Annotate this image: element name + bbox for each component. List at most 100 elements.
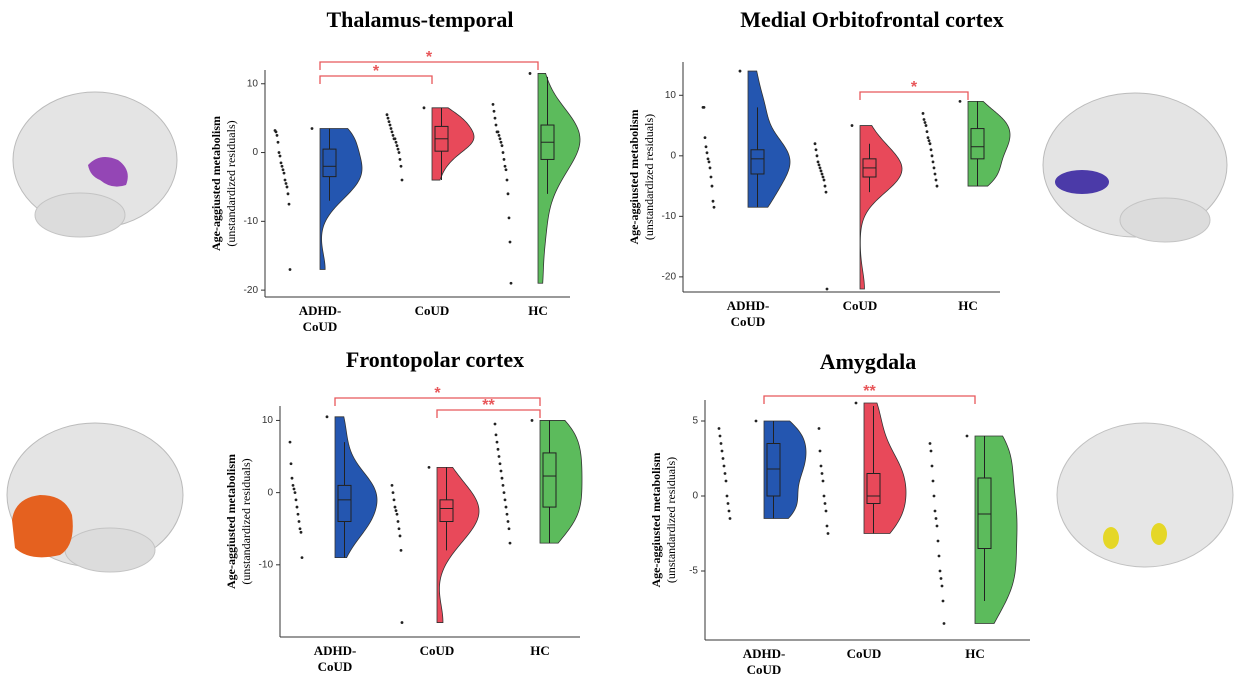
data-point <box>704 145 708 149</box>
data-point <box>818 166 822 170</box>
brain-cerebellum <box>1119 197 1211 243</box>
brain-cerebellum <box>64 527 156 573</box>
significance-bracket <box>319 61 539 70</box>
data-point <box>496 130 500 134</box>
data-point <box>719 442 723 445</box>
data-point <box>933 172 937 176</box>
y-axis-sublabel: (unstandardized residuals) <box>224 120 238 246</box>
data-point <box>385 113 389 117</box>
data-point <box>285 185 289 189</box>
y-tick-label: 0 <box>252 147 258 158</box>
data-point <box>936 539 940 543</box>
data-point <box>823 184 827 188</box>
data-point <box>393 505 397 509</box>
significance-bracket <box>319 75 433 84</box>
data-point <box>724 479 728 483</box>
data-point <box>388 123 392 127</box>
x-tick-label-line: CoUD <box>318 659 353 674</box>
data-point <box>932 494 936 498</box>
data-point <box>497 133 501 137</box>
data-point <box>496 447 500 451</box>
data-point <box>396 147 400 151</box>
data-point <box>495 440 499 444</box>
data-point <box>422 106 426 110</box>
data-point <box>277 151 281 154</box>
data-point <box>720 449 724 453</box>
data-point <box>921 112 925 115</box>
data-point <box>505 178 509 182</box>
data-point <box>325 415 329 419</box>
data-point <box>279 161 283 165</box>
brain-cerebellum <box>34 192 126 238</box>
region-amygdala-left <box>1103 527 1119 549</box>
data-point <box>295 505 299 509</box>
data-point <box>813 142 817 146</box>
x-tick-label-line: CoUD <box>303 319 338 334</box>
data-point <box>497 455 501 458</box>
data-point <box>712 205 716 209</box>
data-point <box>707 160 711 164</box>
data-point <box>818 449 822 453</box>
data-point <box>508 541 512 545</box>
data-point <box>819 169 823 173</box>
data-point <box>296 512 300 516</box>
data-point <box>399 164 403 168</box>
data-point <box>499 140 503 144</box>
data-point <box>504 505 508 509</box>
data-point <box>708 166 712 170</box>
x-tick-label: CoUD <box>843 298 878 313</box>
data-point <box>528 72 532 75</box>
violin <box>974 435 1018 624</box>
data-point <box>927 139 931 143</box>
y-tick-label: 5 <box>692 416 698 427</box>
significance-label: ** <box>863 383 876 400</box>
data-point <box>288 268 292 271</box>
data-point <box>501 484 505 487</box>
x-tick-label-line: CoUD <box>747 662 782 677</box>
violin <box>431 107 475 181</box>
data-point <box>399 548 403 552</box>
data-point <box>506 192 510 196</box>
data-point <box>817 427 821 430</box>
data-point <box>814 148 818 152</box>
data-point <box>723 472 727 475</box>
x-tick-label: HC <box>958 298 978 313</box>
data-point <box>930 464 934 468</box>
data-point <box>717 427 721 430</box>
data-point <box>939 577 943 580</box>
data-point <box>502 491 506 495</box>
x-tick-label: ADHD-CoUD <box>314 643 357 674</box>
data-point <box>386 116 390 120</box>
data-point <box>395 144 399 148</box>
data-point <box>398 158 402 161</box>
data-point <box>289 462 293 466</box>
region-frontopolar <box>12 495 73 558</box>
data-point <box>394 509 398 513</box>
data-point <box>935 524 939 528</box>
x-tick-label: HC <box>528 303 548 318</box>
data-point <box>283 178 287 182</box>
region-thalamus <box>88 156 128 187</box>
data-point <box>498 462 502 466</box>
data-point <box>505 512 509 516</box>
x-tick-label: ADHD-CoUD <box>727 298 770 329</box>
brain-frontopolar <box>6 422 184 573</box>
data-point <box>396 520 400 523</box>
data-point <box>826 532 830 535</box>
data-point <box>281 168 285 172</box>
data-point <box>928 142 932 146</box>
y-tick-label: 10 <box>665 90 677 101</box>
data-point <box>502 158 506 161</box>
brain-thalamus <box>12 91 178 238</box>
data-point <box>389 127 393 130</box>
chart-title: Thalamus-temporal <box>327 7 514 32</box>
y-tick-label: -10 <box>662 211 677 222</box>
data-point <box>823 502 827 505</box>
data-point <box>718 434 722 438</box>
data-point <box>278 154 282 158</box>
y-tick-label: 10 <box>247 78 259 89</box>
data-point <box>930 154 934 158</box>
data-point <box>705 151 709 155</box>
data-point <box>825 524 829 528</box>
significance-bracket <box>436 409 541 418</box>
